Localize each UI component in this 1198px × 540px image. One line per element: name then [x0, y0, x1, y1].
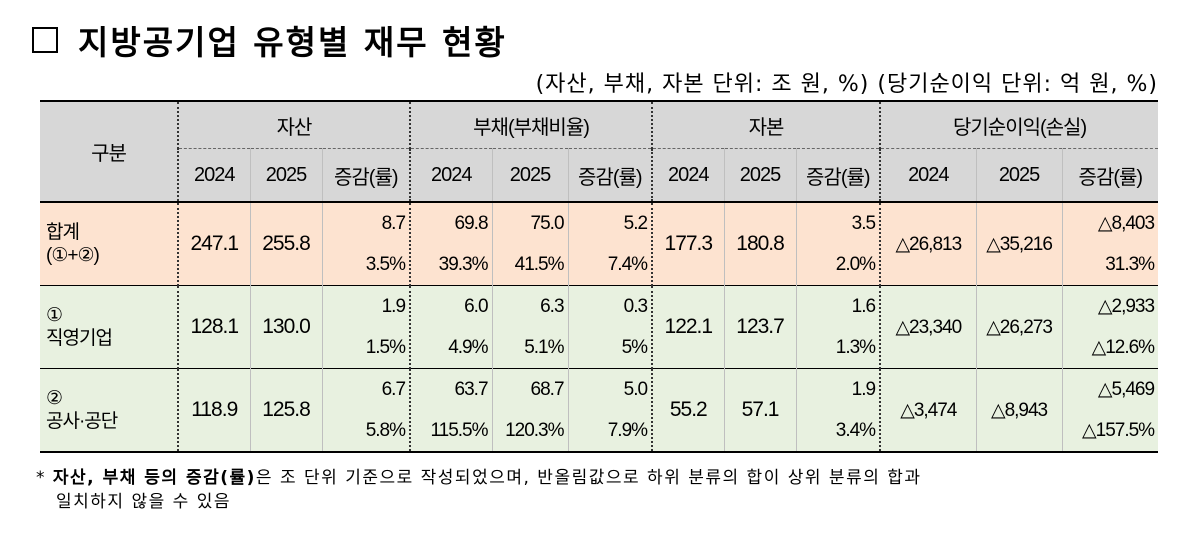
capital-2025: 180.8	[724, 202, 797, 286]
page-title: 지방공기업 유형별 재무 현황	[32, 18, 507, 62]
capital-2025: 57.1	[724, 368, 797, 452]
table-row: ② 공사·공단 118.9 125.8 6.7 5.8% 63.7 115.5% 6…	[40, 368, 1159, 452]
group-header-debt: 부채(부채비율)	[410, 101, 654, 149]
assets-change: 1.9 1.5%	[322, 285, 412, 369]
table-row: ① 직영기업 128.1 130.0 1.9 1.5% 6.0 4.9% 6.3 5.…	[40, 285, 1159, 369]
assets-change: 8.7 3.5%	[322, 202, 412, 286]
unit-note: (자산, 부채, 자본 단위: 조 원, %) (당기순이익 단위: 억 원, …	[535, 72, 1158, 97]
checkbox-square-icon	[32, 27, 58, 53]
subheader-2025: 2025	[250, 148, 323, 202]
debt-change: 5.2 7.4%	[568, 202, 654, 286]
debt-2025: 68.7 120.3%	[492, 368, 569, 452]
capital-change: 1.9 3.4%	[796, 368, 882, 452]
assets-2025: 125.8	[250, 368, 323, 452]
finance-table: 구분 자산 부채(부채비율) 자본 당기순이익(손실) 2024 2025 증감…	[40, 100, 1159, 453]
footnote-line-2: 일치하지 않을 수 있음	[56, 492, 231, 512]
subheader-2024: 2024	[880, 148, 977, 202]
assets-change: 6.7 5.8%	[322, 368, 412, 452]
title-text: 지방공기업 유형별 재무 현황	[78, 23, 507, 62]
net-income-2024: △3,474	[880, 368, 977, 452]
row-label: ② 공사·공단	[40, 368, 179, 452]
net-income-change: △2,933 △12.6%	[1062, 285, 1159, 369]
assets-2024: 247.1	[178, 202, 251, 286]
capital-2024: 122.1	[652, 285, 725, 369]
net-income-2024: △23,340	[880, 285, 977, 369]
assets-2025: 130.0	[250, 285, 323, 369]
debt-2025: 6.3 5.1%	[492, 285, 569, 369]
footnote-line-1: * 자산, 부채 등의 증감(률)은 조 단위 기준으로 작성되었으며, 반올림…	[36, 466, 1156, 490]
footnote-marker: *	[36, 468, 46, 488]
subheader-2024: 2024	[410, 148, 493, 202]
subheader-change: 증감(률)	[568, 148, 654, 202]
group-header-assets: 자산	[178, 101, 412, 149]
subheader-change: 증감(률)	[796, 148, 882, 202]
row-label: ① 직영기업	[40, 285, 179, 369]
subheader-change: 증감(률)	[322, 148, 412, 202]
capital-2025: 123.7	[724, 285, 797, 369]
footnote-bold: 자산, 부채 등의 증감(률)	[52, 468, 256, 488]
group-header-capital: 자본	[652, 101, 882, 149]
capital-change: 3.5 2.0%	[796, 202, 882, 286]
debt-change: 0.3 5%	[568, 285, 654, 369]
assets-2024: 128.1	[178, 285, 251, 369]
table-row: 합계 (①+②) 247.1 255.8 8.7 3.5% 69.8 39.3% 7…	[40, 202, 1159, 286]
row-label: 합계 (①+②)	[40, 202, 179, 286]
subheader-2025: 2025	[724, 148, 797, 202]
assets-2025: 255.8	[250, 202, 323, 286]
subheader-2024: 2024	[178, 148, 251, 202]
debt-2024: 63.7 115.5%	[410, 368, 493, 452]
capital-change: 1.6 1.3%	[796, 285, 882, 369]
subheader-2024: 2024	[652, 148, 725, 202]
row-header: 구분	[40, 101, 179, 202]
net-income-2025: △26,273	[976, 285, 1063, 369]
net-income-change: △8,403 31.3%	[1062, 202, 1159, 286]
net-income-change: △5,469 △157.5%	[1062, 368, 1159, 452]
net-income-2025: △8,943	[976, 368, 1063, 452]
subheader-change: 증감(률)	[1062, 148, 1159, 202]
net-income-2025: △35,216	[976, 202, 1063, 286]
footnote: * 자산, 부채 등의 증감(률)은 조 단위 기준으로 작성되었으며, 반올림…	[36, 466, 1156, 514]
debt-2024: 6.0 4.9%	[410, 285, 493, 369]
capital-2024: 55.2	[652, 368, 725, 452]
assets-2024: 118.9	[178, 368, 251, 452]
subheader-2025: 2025	[976, 148, 1063, 202]
debt-change: 5.0 7.9%	[568, 368, 654, 452]
net-income-2024: △26,813	[880, 202, 977, 286]
subheader-2025: 2025	[492, 148, 569, 202]
debt-2024: 69.8 39.3%	[410, 202, 493, 286]
debt-2025: 75.0 41.5%	[492, 202, 569, 286]
capital-2024: 177.3	[652, 202, 725, 286]
group-header-net-income: 당기순이익(손실)	[880, 101, 1159, 149]
footnote-text: 은 조 단위 기준으로 작성되었으며, 반올림값으로 하위 분류의 합이 상위 …	[255, 468, 922, 488]
